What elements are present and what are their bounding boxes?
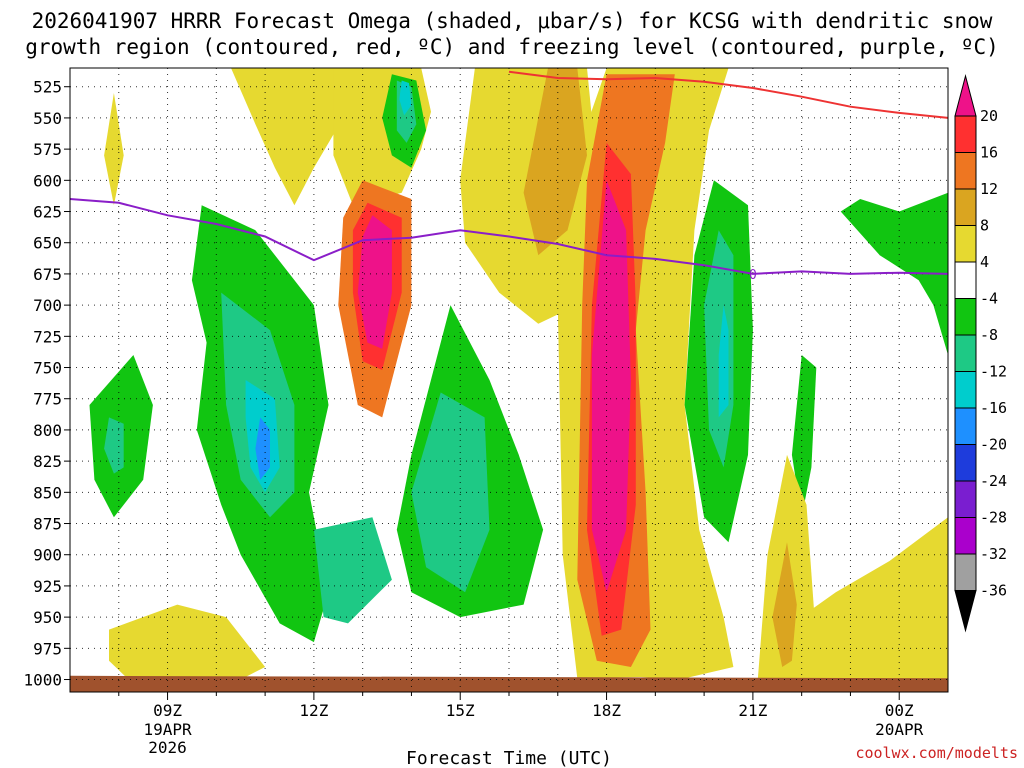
colorbar-swatch	[954, 261, 977, 299]
colorbar-label: -8	[980, 326, 998, 344]
x-tick-label: 15Z	[446, 701, 475, 720]
freezing-level-line	[69, 198, 949, 275]
colorbar-label: 20	[980, 107, 998, 125]
x-tick-label: 21Z	[738, 701, 767, 720]
omega-area-lower-mid-teal	[313, 517, 392, 624]
omega-area-lower-left-blue	[255, 417, 270, 480]
x-axis-label: Forecast Time (UTC)	[406, 748, 612, 768]
y-tick-label: 525	[33, 78, 62, 97]
colorbar-label: -20	[980, 436, 1007, 454]
x-tick-label: 18Z	[592, 701, 621, 720]
colorbar-swatch	[954, 444, 977, 482]
x-tick-date-label: 20APR	[875, 720, 924, 739]
colorbar-swatch	[954, 480, 977, 518]
y-tick-label: 700	[33, 296, 62, 315]
colorbar-label: -12	[980, 363, 1007, 381]
plot-area: 0	[69, 67, 949, 693]
omega-area-right-teal-column	[704, 230, 734, 468]
x-tick-label: 00Z	[885, 701, 914, 720]
omega-area-ground	[70, 675, 948, 692]
omega-area-lower-orange-spike	[772, 542, 797, 667]
omega-area-thin-yellow-spike	[104, 93, 124, 206]
colorbar-swatch	[954, 371, 977, 409]
colorbar-swatch	[954, 152, 977, 190]
y-tick-label: 725	[33, 327, 62, 346]
y-tick-label: 900	[33, 546, 62, 565]
y-tick-label: 550	[33, 109, 62, 128]
colorbar-label: 12	[980, 180, 998, 198]
y-tick-label: 575	[33, 140, 62, 159]
omega-area-far-right-green	[840, 192, 948, 355]
colorbar-bottom-arrow	[954, 590, 977, 633]
x-tick-date-label: 19APR	[143, 720, 192, 739]
chart-title-line-1: 2026041907 HRRR Forecast Omega (shaded, …	[32, 9, 993, 33]
colorbar-label: 4	[980, 253, 989, 271]
colorbar-label: -24	[980, 472, 1007, 490]
chart-title-line-2: growth region (contoured, red, ºC) and f…	[25, 35, 999, 59]
y-tick-label: 925	[33, 577, 62, 596]
omega-area-upper-center-orange	[523, 68, 587, 256]
colorbar-swatch	[954, 517, 977, 555]
y-tick-label: 600	[33, 171, 62, 190]
y-tick-label: 675	[33, 265, 62, 284]
y-tick-label: 625	[33, 203, 62, 222]
y-tick-label: 650	[33, 234, 62, 253]
omega-area-lower-yellow-band-right	[791, 517, 948, 680]
colorbar-label: 8	[980, 217, 989, 235]
y-tick-label: 875	[33, 515, 62, 534]
omega-area-mid-teal-blob	[411, 392, 490, 593]
credit-text: coolwx.com/modelts	[855, 744, 1018, 762]
y-tick-label: 850	[33, 483, 62, 502]
omega-area-magenta-column	[591, 180, 631, 593]
colorbar-label: -32	[980, 545, 1007, 563]
colorbar-label: -28	[980, 509, 1007, 527]
y-tick-label: 775	[33, 390, 62, 409]
freezing-level-label: 0	[749, 268, 757, 283]
colorbar-label: -36	[980, 582, 1007, 600]
colorbar-swatch	[954, 188, 977, 226]
colorbar-swatch	[954, 334, 977, 372]
omega-area-upper-left-yellow-tongue	[231, 68, 344, 206]
colorbar-label: -16	[980, 399, 1007, 417]
y-tick-label: 825	[33, 452, 62, 471]
y-tick-label: 975	[33, 639, 62, 658]
y-axis: 525 550 575 600 625 650 675 700 725 750 775 800 825 8…	[23, 78, 70, 690]
colorbar-top-arrow	[954, 74, 977, 117]
y-tick-label: 750	[33, 359, 62, 378]
grid-lines	[70, 68, 948, 692]
dgz-contour-line	[508, 70, 949, 119]
colorbar-swatch	[954, 407, 977, 445]
omega-area-right-blue-column	[718, 305, 729, 418]
x-tick-label: 12Z	[299, 701, 328, 720]
colorbar-swatch	[954, 298, 977, 336]
omega-area-far-left-teal	[104, 417, 124, 474]
colorbar-swatch	[954, 553, 977, 591]
colorbar-swatch	[954, 115, 977, 153]
y-tick-label: 800	[33, 421, 62, 440]
colorbar-swatch	[954, 225, 977, 263]
omega-area-right-thin-green	[791, 355, 817, 518]
x-tick-label: 09Z	[153, 701, 182, 720]
colorbar: 20 16 12 8 4 -4 -8 -12 -16 -20 -24 -28 -32 -36	[954, 74, 1007, 633]
omega-area-upper-center-magenta	[357, 215, 392, 349]
colorbar-label: 16	[980, 144, 998, 162]
omega-area-lower-yellow-band-left	[109, 604, 266, 680]
omega-area-upper-cyan-cell	[399, 80, 412, 116]
y-tick-label: 950	[33, 608, 62, 627]
omega-fills	[70, 68, 948, 692]
contour-lines: 0	[69, 70, 949, 283]
colorbar-label: -4	[980, 290, 998, 308]
y-tick-label: 1000	[23, 671, 62, 690]
x-tick-year-label: 2026	[148, 738, 187, 757]
